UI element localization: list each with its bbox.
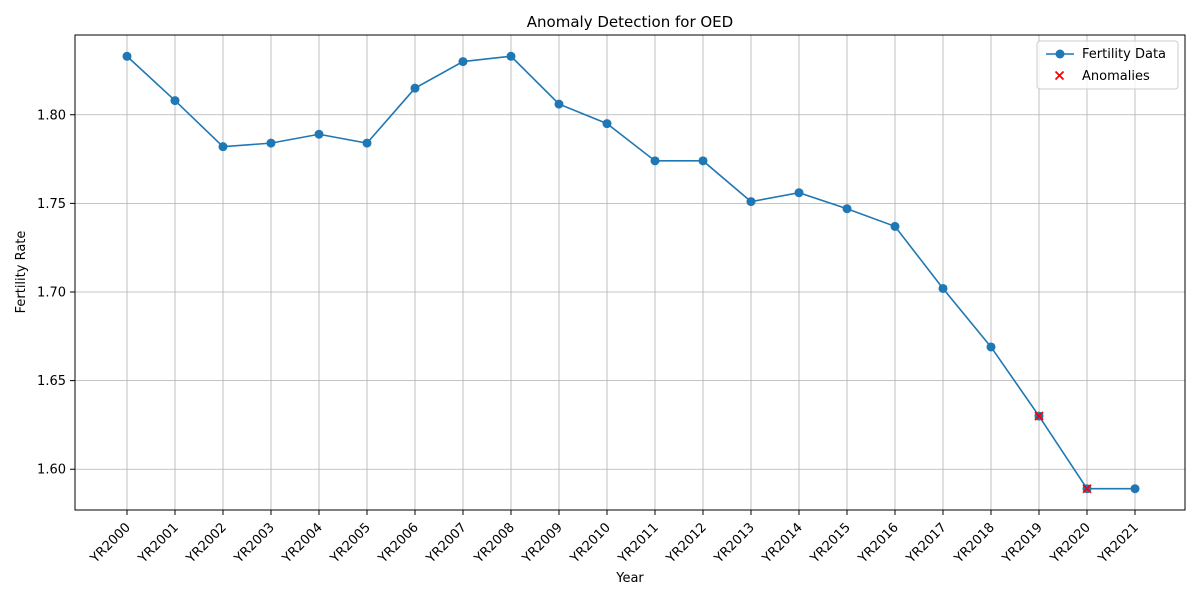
plot-frame — [74, 34, 1186, 511]
y-tick-label: 1.70 — [37, 285, 66, 300]
data-point — [554, 99, 564, 109]
data-point — [746, 197, 756, 207]
data-point — [506, 51, 516, 61]
data-point — [602, 119, 612, 129]
data-point — [650, 156, 660, 166]
series-layer — [122, 51, 1140, 494]
data-point — [362, 138, 372, 148]
data-point — [458, 57, 468, 67]
legend-marker-anomalies — [1054, 70, 1065, 81]
data-point — [698, 156, 708, 166]
legend-box — [1036, 40, 1179, 90]
legend: Fertility Data Anomalies — [1036, 40, 1179, 90]
y-tick-label: 1.65 — [37, 374, 66, 389]
data-point — [410, 83, 420, 93]
legend-label-anomalies: Anomalies — [1082, 69, 1150, 84]
legend-label-fertility: Fertility Data — [1082, 47, 1166, 62]
data-point — [218, 142, 228, 152]
y-axis: 1.60 1.65 1.70 1.75 1.80 — [37, 108, 75, 478]
data-point — [122, 51, 132, 61]
data-point — [938, 283, 948, 293]
data-point — [170, 96, 180, 106]
series-line-fertility — [126, 55, 1135, 490]
data-point — [266, 138, 276, 148]
data-point — [986, 342, 996, 352]
data-point — [1130, 484, 1140, 494]
y-tick-label: 1.75 — [37, 197, 66, 212]
data-point — [314, 129, 324, 139]
data-point — [890, 221, 900, 231]
y-tick-label: 1.80 — [37, 108, 66, 123]
y-tick-label: 1.60 — [37, 463, 66, 478]
legend-marker-fertility — [1055, 49, 1065, 59]
chart-title: Anomaly Detection for OED — [527, 13, 733, 31]
x-axis-label: Year — [615, 571, 644, 586]
anomaly-point — [1034, 411, 1044, 421]
y-axis-label: Fertility Rate — [14, 231, 29, 314]
anomaly-point — [1082, 484, 1092, 494]
data-point — [842, 204, 852, 214]
data-point — [794, 188, 804, 198]
grid — [75, 35, 1185, 510]
